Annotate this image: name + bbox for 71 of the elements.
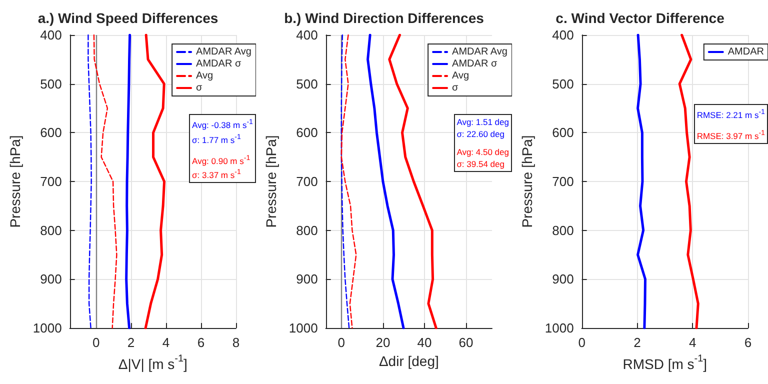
y-tick-label: 700 bbox=[296, 174, 318, 189]
y-tick-label: 900 bbox=[296, 272, 318, 287]
annotation: σ: 22.60 deg bbox=[456, 128, 506, 140]
line-series bbox=[678, 34, 700, 330]
line-series bbox=[388, 34, 438, 330]
y-tick-label: 1000 bbox=[544, 320, 574, 336]
x-tick-label: 60 bbox=[458, 335, 474, 350]
legend-label: Avg bbox=[452, 70, 470, 82]
line-series bbox=[125, 34, 132, 330]
y-axis-title: Pressure [hPa] bbox=[519, 135, 535, 228]
y-tick-label: 400 bbox=[296, 28, 318, 42]
y-axis-title: Pressure [hPa] bbox=[7, 135, 23, 228]
annotation: Avg: 1.51 deg bbox=[456, 116, 509, 128]
y-tick-label: 800 bbox=[296, 222, 318, 238]
y-tick-label: 400 bbox=[552, 28, 574, 42]
note-box: RMSE: 2.21 m s$^{-1}$ RMSE: 3.97 m s$^{-1}$ bbox=[694, 104, 768, 144]
x-tick-label: 4 bbox=[162, 335, 170, 350]
y-tick-label: 500 bbox=[40, 76, 62, 92]
legend-label: AMDAR Avg bbox=[452, 46, 508, 58]
x-tick-label: 0 bbox=[92, 335, 100, 350]
y-tick-label: 900 bbox=[40, 272, 62, 287]
legend-label: AMDAR bbox=[728, 46, 764, 58]
line-series bbox=[93, 34, 118, 329]
annotation: σ: 39.54 deg bbox=[456, 158, 506, 170]
y-tick-label: 900 bbox=[552, 272, 574, 287]
x-tick-label: 40 bbox=[417, 335, 432, 350]
legend-label: AMDAR σ bbox=[452, 58, 498, 70]
chart-title: c. Wind Vector Difference bbox=[556, 10, 725, 26]
y-tick-label: 1000 bbox=[32, 320, 62, 336]
y-tick-label: 600 bbox=[296, 125, 318, 140]
y-axis-title: Pressure [hPa] bbox=[263, 135, 279, 228]
x-tick-label: 0 bbox=[578, 335, 586, 350]
legend-label: AMDAR Avg bbox=[196, 46, 252, 58]
annotation: σ: 3.37 m s$^{-1}$ bbox=[192, 167, 242, 182]
y-tick-label: 600 bbox=[40, 125, 62, 140]
legend-label: Avg bbox=[196, 70, 214, 82]
legend-label: σ bbox=[196, 82, 204, 94]
line-series bbox=[144, 34, 166, 330]
y-tick-label: 1000 bbox=[288, 320, 318, 336]
y-tick-label: 400 bbox=[40, 28, 62, 42]
x-tick-label: 8 bbox=[232, 335, 240, 350]
line-series bbox=[636, 34, 646, 330]
y-tick-label: 700 bbox=[40, 174, 62, 189]
y-tick-label: 800 bbox=[40, 222, 62, 238]
x-axis-title: Δdir [deg] bbox=[378, 353, 439, 369]
x-tick-label: 4 bbox=[688, 335, 696, 350]
x-tick-label: 6 bbox=[197, 335, 205, 350]
chart-title: a.) Wind Speed Differences bbox=[38, 10, 218, 26]
annotation: RMSE: 3.97 m s$^{-1}$ bbox=[696, 128, 765, 142]
y-tick-label: 500 bbox=[296, 76, 318, 92]
legend-label: AMDAR σ bbox=[196, 58, 242, 70]
x-tick-label: 6 bbox=[744, 335, 752, 350]
line-series bbox=[88, 34, 92, 329]
annotation: σ: 1.77 m s$^{-1}$ bbox=[192, 132, 242, 146]
x-tick-label: 20 bbox=[376, 335, 390, 350]
y-tick-label: 700 bbox=[552, 174, 574, 189]
x-tick-label: 2 bbox=[634, 335, 641, 350]
chart-title: b.) Wind Direction Differences bbox=[284, 10, 484, 26]
x-tick-label: 0 bbox=[338, 335, 346, 350]
y-tick-label: 500 bbox=[552, 76, 574, 92]
annotation: RMSE: 2.21 m s$^{-1}$ bbox=[696, 107, 765, 121]
x-tick-label: 2 bbox=[127, 335, 135, 350]
line-series bbox=[366, 34, 405, 330]
y-tick-label: 800 bbox=[552, 222, 574, 238]
annotation: Avg: 4.50 deg bbox=[456, 146, 509, 158]
y-tick-label: 600 bbox=[552, 125, 574, 140]
line-series bbox=[340, 34, 357, 329]
annotation: Avg: 0.90 m s$^{-1}$ bbox=[192, 152, 252, 166]
line-series bbox=[340, 34, 350, 329]
legend-label: σ bbox=[452, 82, 460, 94]
annotation: Avg: -0.38 m s$^{-1}$ bbox=[192, 117, 253, 131]
